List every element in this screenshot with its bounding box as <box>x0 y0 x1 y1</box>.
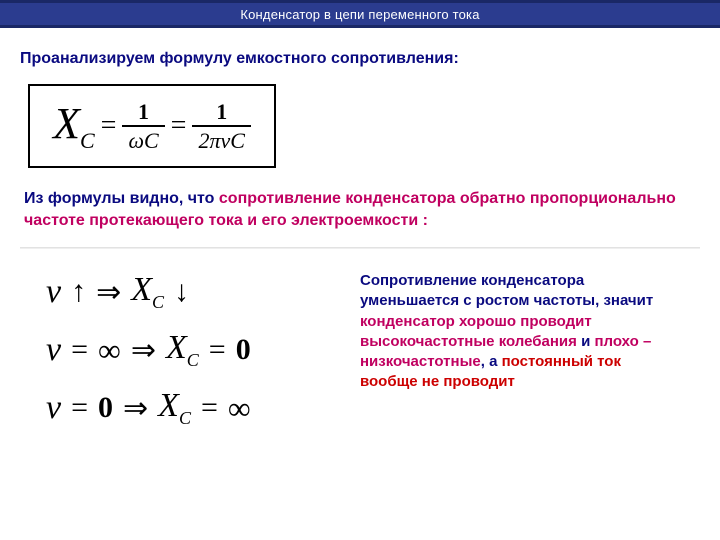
r3-x: X <box>158 387 179 424</box>
r3-eq: = <box>71 391 88 425</box>
r3-zero: 0 <box>98 391 113 425</box>
r3-result: ∞ <box>228 390 251 427</box>
relation-3: ν = 0 ⇒ XC = ∞ <box>46 387 360 429</box>
r1-c: C <box>152 292 164 312</box>
formula-content: XC = 1 ωC = 1 2πνC <box>53 98 251 154</box>
equals-1: = <box>101 110 117 142</box>
r1-implies-icon: ⇒ <box>96 275 121 310</box>
symbol-x: X <box>53 99 80 148</box>
equals-2: = <box>171 110 187 142</box>
denominator-2: 2πνC <box>192 125 250 152</box>
symbol-xc: XC <box>53 98 95 154</box>
r1-down-arrow-icon: ↓ <box>174 275 189 309</box>
numerator-2: 1 <box>210 100 233 125</box>
fraction-2: 1 2πνC <box>192 100 250 152</box>
r2-infinity: ∞ <box>98 332 121 369</box>
r3-c: C <box>179 408 191 428</box>
r2-eq2: = <box>209 333 226 367</box>
r2-result: 0 <box>236 333 251 367</box>
r2-eq: = <box>71 333 88 367</box>
slide-header: Конденсатор в цепи переменного тока <box>0 0 720 28</box>
para1-tail: : <box>418 212 428 229</box>
fraction-1: 1 ωC <box>122 100 164 152</box>
r3-eq2: = <box>201 391 218 425</box>
relation-2: ν = ∞ ⇒ XC = 0 <box>46 329 360 371</box>
r2-c: C <box>187 350 199 370</box>
para1-lead: Из формулы видно, что <box>24 190 219 207</box>
para2-p1: Сопротивление конденсатора уменьшается с… <box>360 272 653 309</box>
r3-implies-icon: ⇒ <box>123 391 148 426</box>
r2-xc: XC <box>166 329 199 371</box>
section-divider <box>20 247 700 249</box>
para2-p2: конденсатор хорошо проводит высокочастот… <box>360 313 592 350</box>
r2-implies-icon: ⇒ <box>131 333 156 368</box>
r1-x: X <box>131 271 152 308</box>
relation-1: ν ↑ ⇒ XC ↓ <box>46 271 360 313</box>
denominator-1: ωC <box>122 125 164 152</box>
numerator-1: 1 <box>132 100 155 125</box>
explanation-column: Сопротивление конденсатора уменьшается с… <box>360 271 680 429</box>
r1-up-arrow-icon: ↑ <box>71 275 86 309</box>
r3-nu: ν <box>46 389 61 427</box>
r3-xc: XC <box>158 387 191 429</box>
r1-nu: ν <box>46 273 61 311</box>
para2-p5: , а <box>481 353 502 370</box>
r1-xc: XC <box>131 271 164 313</box>
symbol-c-subscript: C <box>80 128 95 153</box>
para2-p3: и <box>577 333 595 350</box>
r2-nu: ν <box>46 331 61 369</box>
slide-title: Конденсатор в цепи переменного тока <box>240 7 479 22</box>
capacitive-reactance-formula: XC = 1 ωC = 1 2πνC <box>28 84 276 168</box>
intro-text: Проанализируем формулу емкостного сопрот… <box>20 50 720 68</box>
relations-column: ν ↑ ⇒ XC ↓ ν = ∞ ⇒ XC = 0 ν = 0 ⇒ XC <box>0 271 360 429</box>
r2-x: X <box>166 329 187 366</box>
lower-section: ν ↑ ⇒ XC ↓ ν = ∞ ⇒ XC = 0 ν = 0 ⇒ XC <box>0 271 720 429</box>
analysis-paragraph: Из формулы видно, что сопротивление конд… <box>24 188 696 231</box>
